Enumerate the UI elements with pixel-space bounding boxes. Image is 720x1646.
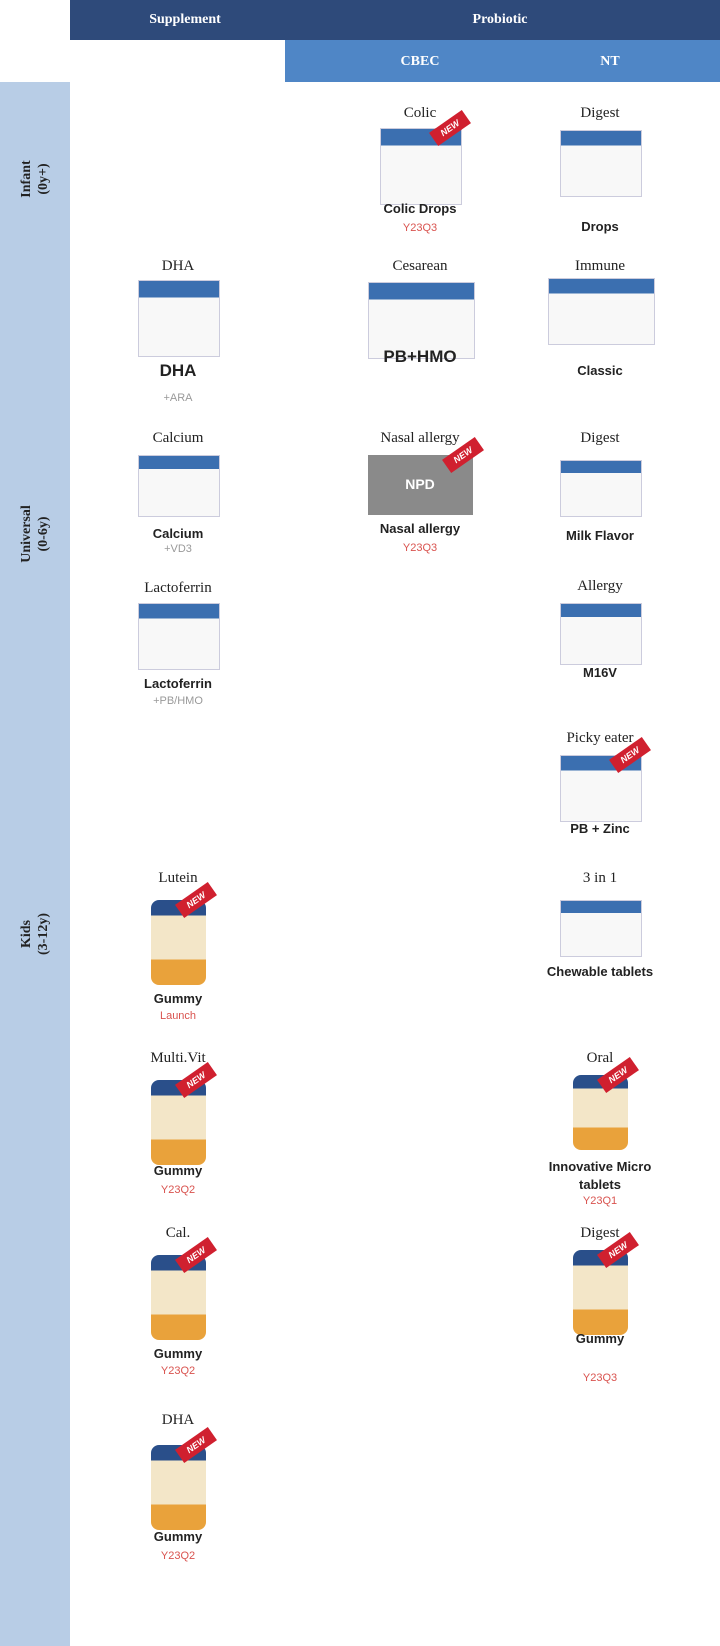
item-title: Calcium (152, 430, 204, 446)
item-title: Lutein (158, 870, 198, 886)
row-name: Kids (19, 920, 34, 949)
item-title: 3 in 1 (582, 870, 618, 886)
header-bar (70, 0, 720, 40)
product-image (150, 1445, 206, 1530)
item-note: +PB/HMO (153, 695, 203, 707)
item-name: Milk Flavor (566, 528, 634, 543)
item-title: Nasal allergy (380, 430, 460, 446)
product-image (560, 130, 642, 197)
item-title: Cesarean (392, 258, 448, 274)
item-title: Picky eater (566, 730, 634, 746)
item-name: DHA (159, 361, 197, 380)
item-name: Classic (577, 363, 623, 378)
header: Supplement (149, 12, 221, 27)
item-name: PB + Zinc (570, 821, 630, 836)
item-title: Allergy (577, 578, 623, 594)
row-label: Infant (0y+) (18, 109, 52, 249)
item-note: Y23Q3 (582, 1372, 618, 1384)
item-title: DHA (161, 1412, 195, 1428)
row-label: Kids (3-12y) (18, 864, 52, 1004)
row-range: (0-6y) (36, 516, 51, 552)
header: Probiotic (472, 12, 528, 27)
product-image (138, 603, 220, 670)
product-image (547, 278, 655, 345)
item-title: Cal. (165, 1225, 191, 1241)
row-name: Universal (19, 505, 34, 563)
row-band (0, 82, 70, 1646)
product-image (560, 900, 642, 957)
item-name: Innovative Micro tablets (548, 1159, 652, 1192)
product-image (150, 900, 206, 985)
product-image (367, 282, 475, 359)
product-image (560, 460, 642, 517)
item-name: Gummy (153, 1346, 203, 1361)
item-note: Y23Q1 (582, 1195, 618, 1207)
item-title: Immune (575, 258, 625, 274)
product-image (560, 755, 642, 822)
item-name: Chewable tablets (546, 964, 654, 979)
item-title: Oral (586, 1050, 614, 1066)
item-name: Nasal allergy (379, 521, 461, 536)
item-title: Digest (580, 105, 620, 121)
product-image (138, 455, 220, 517)
item-title: DHA (161, 258, 195, 274)
item-name: Calcium (152, 526, 204, 541)
row-range: (0y+) (36, 163, 51, 195)
product-image: NPD (367, 455, 473, 515)
item-name: Gummy (153, 1529, 203, 1544)
item-name: Drops (581, 219, 619, 234)
item-title: Colic (403, 105, 437, 121)
row-range: (3-12y) (36, 913, 51, 955)
item-name: M16V (583, 665, 617, 680)
item-note: +ARA (163, 392, 193, 404)
item-note: Y23Q3 (402, 222, 438, 234)
item-title: Lactoferrin (144, 580, 212, 596)
product-image (150, 1080, 206, 1165)
header: NT (600, 54, 620, 69)
product-image (560, 603, 642, 665)
product-image (150, 1255, 206, 1340)
item-name: Gummy (575, 1331, 625, 1346)
image-label: NPD (405, 476, 435, 492)
row-label: Universal (0-6y) (18, 464, 52, 604)
item-name: Gummy (153, 1163, 203, 1178)
product-image (572, 1075, 628, 1150)
item-note: Y23Q2 (160, 1365, 196, 1377)
product-image (572, 1250, 628, 1335)
item-name: PB+HMO (383, 347, 457, 366)
item-name: Gummy (153, 991, 203, 1006)
product-image (138, 280, 220, 357)
header: CBEC (400, 54, 440, 69)
item-note: Launch (159, 1010, 197, 1022)
item-name: Lactoferrin (144, 676, 212, 691)
item-note: +VD3 (164, 543, 192, 555)
item-name: Colic Drops (383, 201, 457, 216)
item-note: Y23Q3 (402, 542, 438, 554)
product-image (380, 128, 462, 205)
item-note: Y23Q2 (160, 1184, 196, 1196)
item-title: Digest (580, 1225, 620, 1241)
subheader-bar (285, 40, 720, 82)
item-title: Multi.Vit (150, 1050, 206, 1066)
item-note: Y23Q2 (160, 1550, 196, 1562)
row-name: Infant (19, 160, 34, 198)
item-title: Digest (580, 430, 620, 446)
